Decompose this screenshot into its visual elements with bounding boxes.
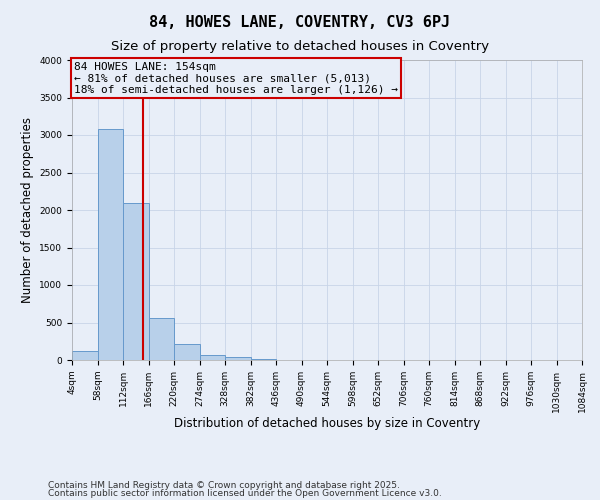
Y-axis label: Number of detached properties: Number of detached properties <box>21 117 34 303</box>
Bar <box>225 358 251 360</box>
Bar <box>200 355 225 360</box>
X-axis label: Distribution of detached houses by size in Coventry: Distribution of detached houses by size … <box>174 418 480 430</box>
Bar <box>174 344 199 360</box>
Bar <box>251 359 276 360</box>
Text: 84, HOWES LANE, COVENTRY, CV3 6PJ: 84, HOWES LANE, COVENTRY, CV3 6PJ <box>149 15 451 30</box>
Bar <box>97 129 123 360</box>
Text: Contains public sector information licensed under the Open Government Licence v3: Contains public sector information licen… <box>48 489 442 498</box>
Bar <box>123 203 149 360</box>
Text: 84 HOWES LANE: 154sqm
← 81% of detached houses are smaller (5,013)
18% of semi-d: 84 HOWES LANE: 154sqm ← 81% of detached … <box>74 62 398 94</box>
Text: Size of property relative to detached houses in Coventry: Size of property relative to detached ho… <box>111 40 489 53</box>
Text: Contains HM Land Registry data © Crown copyright and database right 2025.: Contains HM Land Registry data © Crown c… <box>48 480 400 490</box>
Bar <box>72 351 97 360</box>
Bar <box>149 318 174 360</box>
